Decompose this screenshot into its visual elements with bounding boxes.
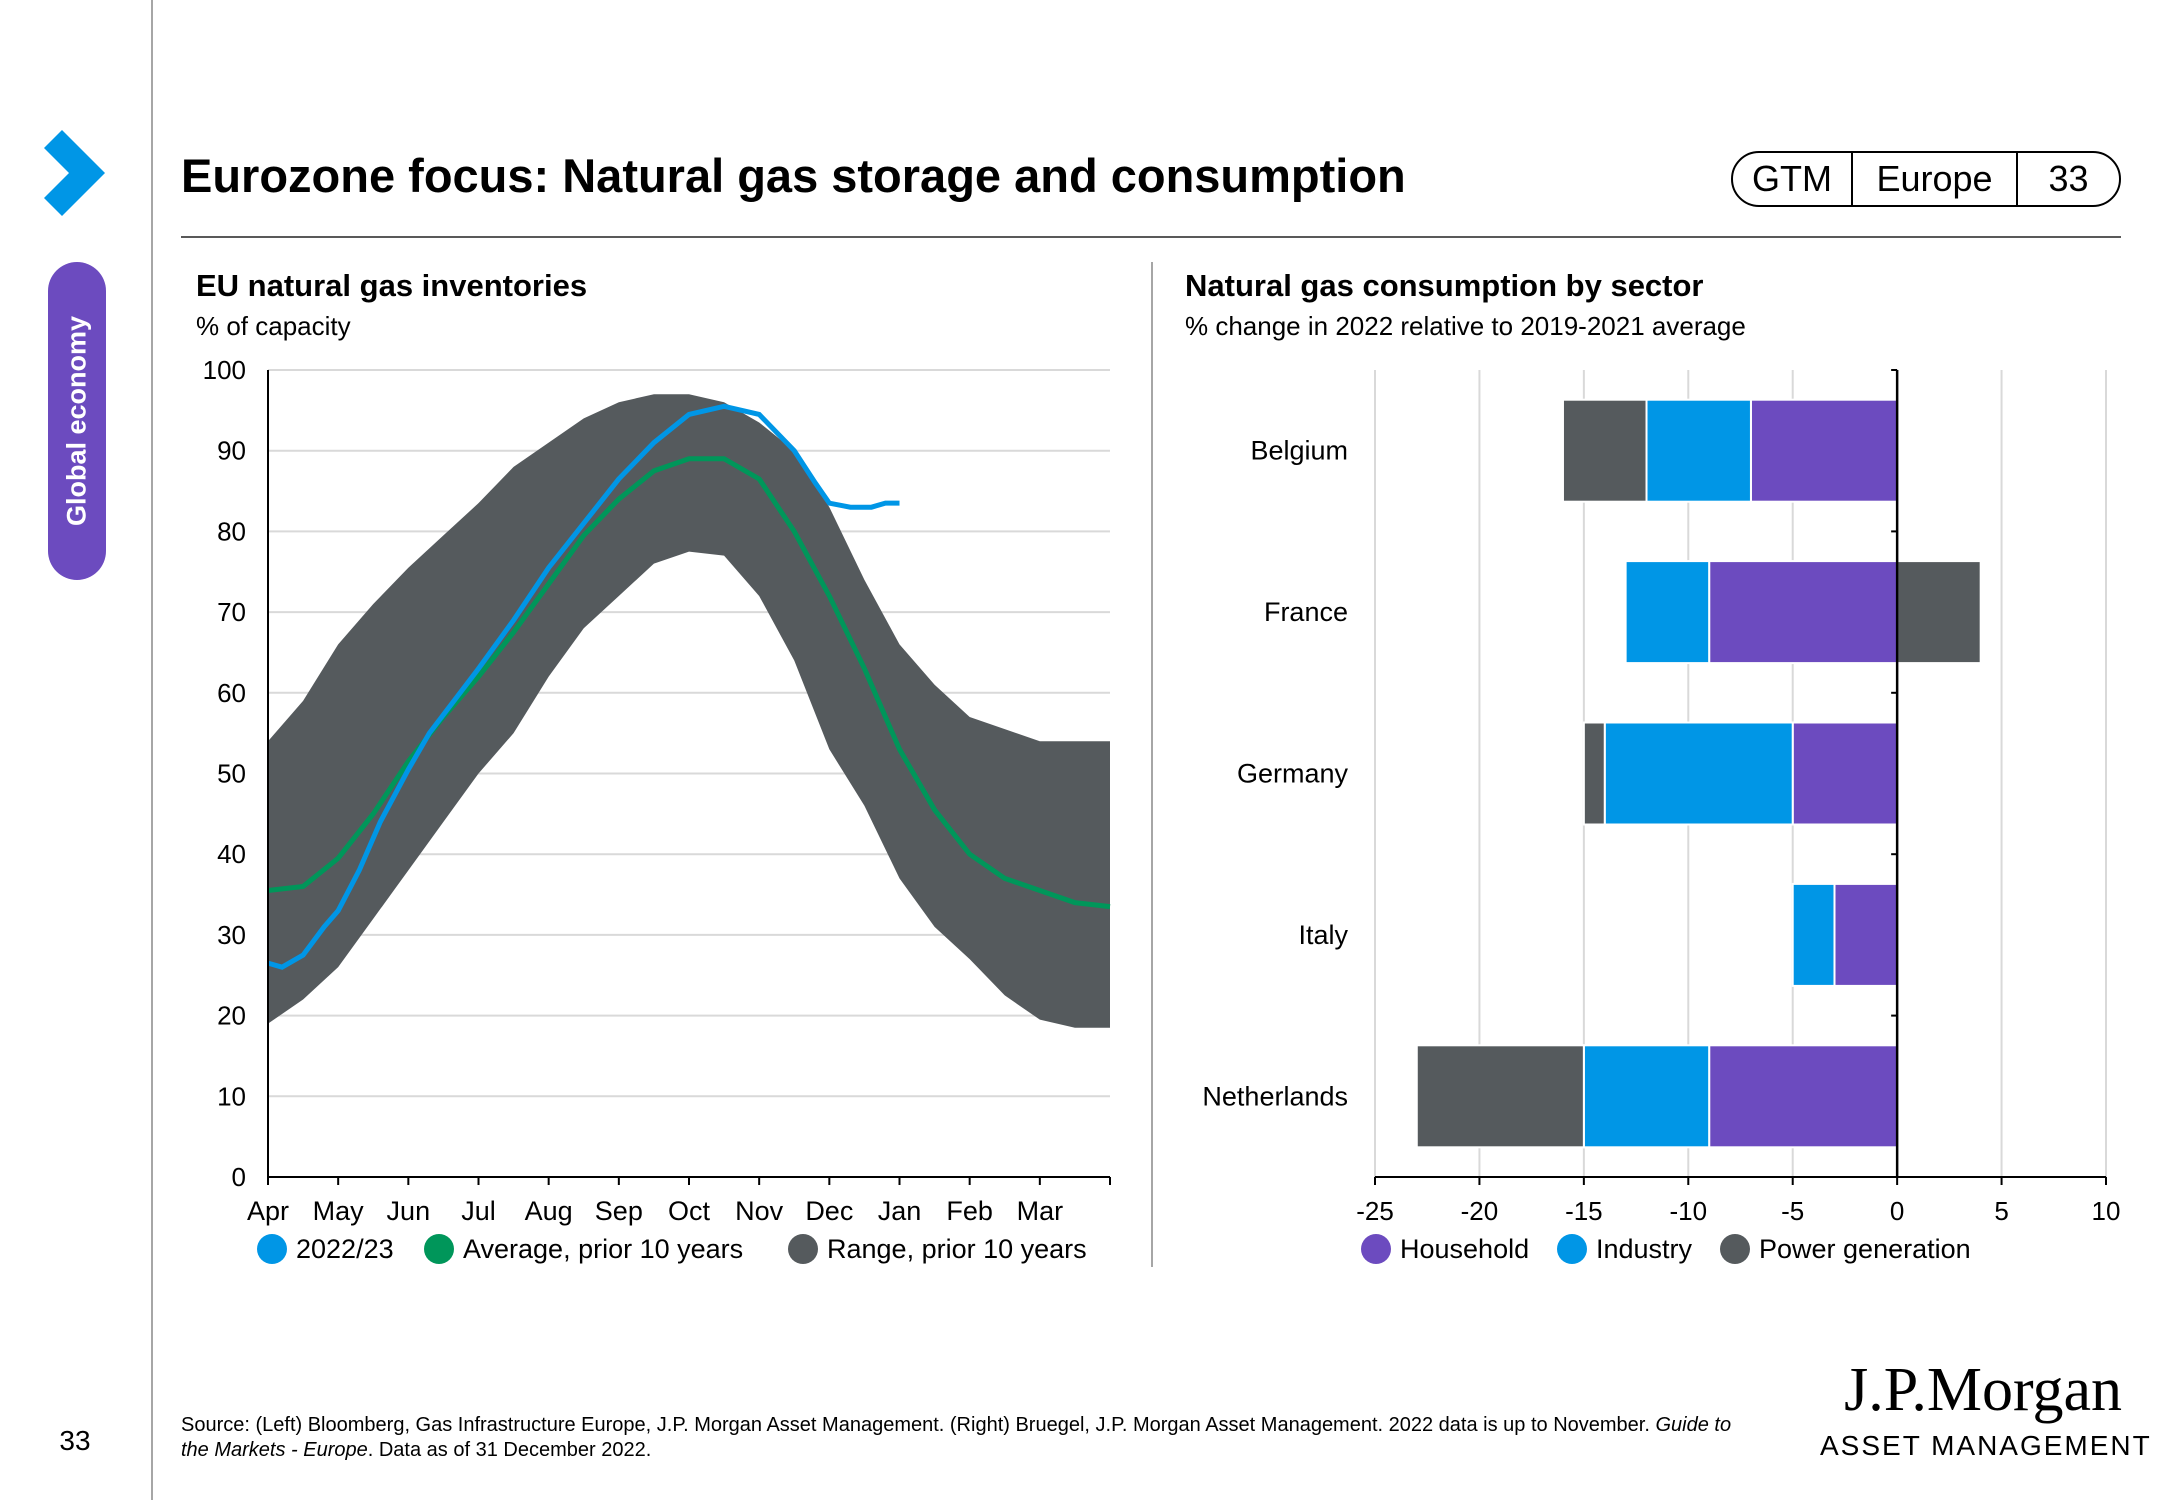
panel-divider [1151, 262, 1153, 1267]
badge-page: 33 [2048, 158, 2089, 199]
legend-swatch [257, 1234, 287, 1264]
bar-segment [1833, 882, 1899, 987]
y-tick-label: 60 [217, 678, 246, 708]
left-chart-legend: 2022/23 Average, prior 10 years Range, pri… [257, 1234, 1087, 1264]
bar-segment [1603, 721, 1794, 826]
category-label: France [1264, 597, 1348, 627]
chevron-right-icon[interactable] [40, 130, 110, 216]
bar-segment [1561, 398, 1648, 503]
page-number: 33 [59, 1425, 91, 1456]
bar-segment [1708, 1044, 1899, 1149]
y-tick-label: 70 [217, 597, 246, 627]
x-tick-label: May [313, 1196, 365, 1226]
source-main: Source: (Left) Bloomberg, Gas Infrastruc… [181, 1414, 1656, 1436]
jpmorgan-logo-subtitle: ASSET MANAGEMENT [1820, 1430, 2152, 1461]
page-title: Eurozone focus: Natural gas storage and … [181, 149, 1406, 202]
bar-segment [1708, 560, 1899, 665]
guide-badge: GTM Europe 33 [1731, 151, 2121, 207]
x-tick-label: 10 [2092, 1196, 2120, 1226]
x-tick-label: Dec [805, 1196, 853, 1226]
left-chart-subtitle: % of capacity [196, 311, 351, 341]
right-chart-x-tick-labels: -25 -20 -15 -10 -5 0 5 10 [1356, 1196, 2120, 1226]
left-chart-x-tick-labels: Apr May Jun Jul Aug Sep Oct Nov Dec Jan Feb Mar [247, 1196, 1063, 1226]
legend-label: 2022/23 [296, 1234, 394, 1264]
x-tick-label: Apr [247, 1196, 289, 1226]
x-tick-label: Feb [946, 1196, 993, 1226]
y-tick-label: 10 [217, 1081, 246, 1111]
x-tick-label: Sep [595, 1196, 643, 1226]
legend-swatch [1720, 1234, 1750, 1264]
legend-swatch [788, 1234, 818, 1264]
category-label: Netherlands [1202, 1081, 1348, 1111]
right-chart-bars [1415, 398, 1982, 1149]
legend-swatch [1361, 1234, 1391, 1264]
legend-label: Power generation [1759, 1234, 1971, 1264]
right-chart-axes [1374, 369, 2107, 1185]
x-tick-label: -10 [1669, 1196, 1707, 1226]
source-italic: Guide to the Markets - Europe [181, 1414, 1732, 1461]
section-tab-label: Global economy [61, 315, 92, 527]
right-chart-category-labels: Belgium France Germany Italy Netherlands [1202, 436, 1348, 1112]
gas-consumption-chart: Belgium France Germany Italy Netherlands -25… [1202, 369, 2120, 1264]
section-tab-global-economy[interactable]: Global economy [48, 262, 106, 580]
x-tick-label: Nov [735, 1196, 784, 1226]
x-tick-label: -25 [1356, 1196, 1394, 1226]
x-tick-label: Jan [878, 1196, 922, 1226]
x-tick-label: -5 [1781, 1196, 1804, 1226]
legend-swatch [1557, 1234, 1587, 1264]
x-tick-label: Mar [1017, 1196, 1064, 1226]
gas-inventories-chart: 0 10 20 30 40 50 60 70 80 90 100 Apr May Jun Jul Aug Se… [203, 355, 1111, 1264]
x-tick-label: 0 [1890, 1196, 1904, 1226]
y-tick-label: 80 [217, 516, 246, 546]
average-prior-10-years-line [267, 456, 1111, 910]
legend-label: Industry [1596, 1234, 1693, 1264]
category-label: Italy [1298, 920, 1348, 950]
y-tick-label: 20 [217, 1001, 246, 1031]
y-tick-label: 100 [203, 355, 246, 385]
bar-segment [1791, 721, 1899, 826]
right-chart-subtitle: % change in 2022 relative to 2019-2021 a… [1185, 311, 1746, 341]
x-tick-label: Oct [668, 1196, 711, 1226]
title-divider [181, 236, 2121, 238]
bar-segment [1624, 560, 1711, 665]
left-chart-y-tick-labels: 0 10 20 30 40 50 60 70 80 90 100 [203, 355, 246, 1192]
bar-segment [1582, 721, 1606, 826]
bar-segment [1415, 1044, 1585, 1149]
badge-guide: GTM [1733, 153, 1853, 205]
legend-label: Range, prior 10 years [827, 1234, 1087, 1264]
source-tail: . Data as of 31 December 2022. [367, 1439, 652, 1461]
legend-label: Average, prior 10 years [463, 1234, 743, 1264]
bar-segment [1582, 1044, 1711, 1149]
bar-segment [1749, 398, 1899, 503]
bar-segment [1791, 882, 1836, 987]
right-chart-title: Natural gas consumption by sector [1185, 268, 1704, 303]
y-tick-label: 90 [217, 436, 246, 466]
x-tick-label: -20 [1461, 1196, 1499, 1226]
jpmorgan-logo: J.P.Morgan [1844, 1356, 2122, 1424]
y-tick-label: 0 [232, 1162, 246, 1192]
legend-swatch [424, 1234, 454, 1264]
y-tick-label: 40 [217, 839, 246, 869]
x-tick-label: 5 [1994, 1196, 2008, 1226]
left-chart-title: EU natural gas inventories [196, 268, 588, 303]
x-tick-label: Jun [387, 1196, 431, 1226]
y-tick-label: 30 [217, 920, 246, 950]
x-tick-label: -15 [1565, 1196, 1603, 1226]
right-chart-legend: Household Industry Power generation [1361, 1234, 1971, 1264]
range-prior-10-years-band [268, 394, 1110, 1028]
category-label: Germany [1237, 759, 1349, 789]
legend-label: Household [1400, 1234, 1529, 1264]
sidebar-divider [151, 0, 153, 1500]
left-chart-axes [267, 370, 1111, 1185]
y-tick-label: 50 [217, 759, 246, 789]
x-tick-label: Jul [461, 1196, 496, 1226]
source-note: Source: (Left) Bloomberg, Gas Infrastruc… [181, 1413, 1741, 1463]
bar-segment [1896, 560, 1982, 665]
bar-segment [1645, 398, 1752, 503]
category-label: Belgium [1250, 436, 1348, 466]
x-tick-label: Aug [525, 1196, 573, 1226]
badge-region: Europe [1853, 153, 2018, 205]
series-2022-23-line [267, 403, 900, 970]
